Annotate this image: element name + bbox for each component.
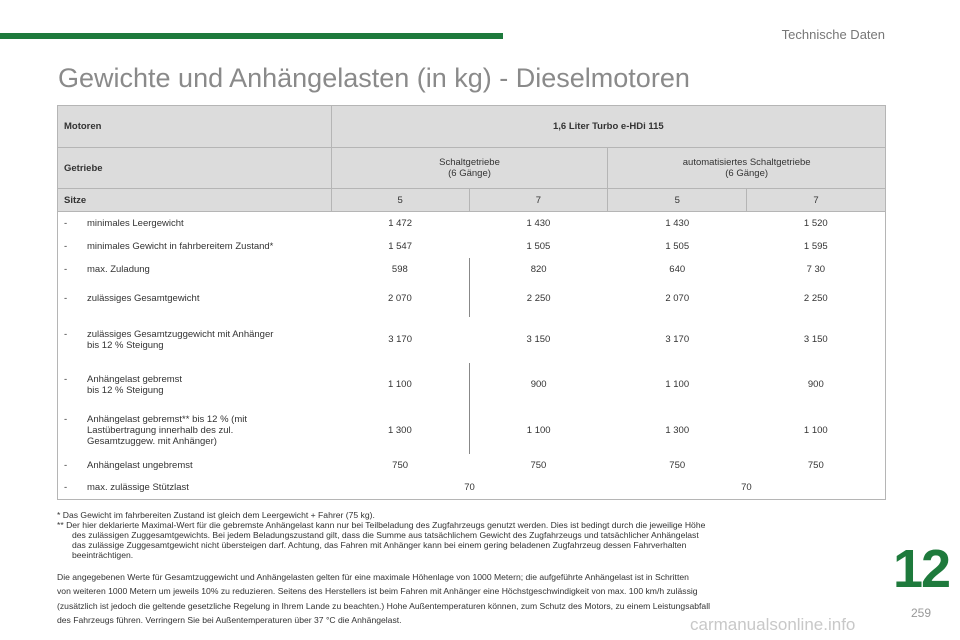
paragraph-line: von weiteren 1000 Metern um jeweils 10% … [57, 586, 698, 597]
cell: 1 100 [665, 379, 690, 390]
paragraph-line: des Fahrzeugs führen. Verringern Sie bei… [57, 614, 402, 625]
table-row: - zulässiges Gesamtgewicht 2 070 2 250 2 … [57, 280, 886, 317]
cell: 1 100 [468, 406, 608, 454]
cell: 2 070 [665, 293, 690, 304]
gearbox-manual-line2: (6 Gänge) [448, 168, 491, 179]
chapter-number: 12 [893, 539, 951, 599]
cell: 1 430 [526, 217, 551, 229]
header-accent-bar [0, 33, 503, 39]
cell: 750 [392, 459, 409, 471]
page-title: Gewichte und Anhängelasten (in kg) - Die… [58, 63, 690, 93]
footnote-2-cont: das zulässige Zuggesamtgewicht nicht übe… [72, 540, 687, 550]
watermark: carmanualsonline.info [690, 615, 856, 634]
cell: 820 [468, 257, 608, 281]
cell: 1 547 [388, 240, 412, 252]
seats-value: 7 [746, 188, 886, 212]
gearbox-manual-line1: Schaltgetriebe [439, 157, 500, 168]
cell: 2 070 [387, 293, 412, 304]
getriebe-label: Getriebe [57, 147, 332, 189]
cell: 3 170 [665, 334, 690, 345]
cell: 1 300 [665, 424, 690, 436]
table-row: - Anhängelast gebremst bis 12 % Steigung … [57, 362, 886, 407]
gearbox-manual: Schaltgetriebe (6 Gänge) [330, 147, 609, 189]
cell: 1 300 [387, 424, 412, 436]
cell: 1 100 [387, 379, 412, 390]
engine-name: 1,6 Liter Turbo e-HDi 115 [330, 105, 887, 148]
row-label: - Anhängelast gebremst bis 12 % Steigung [57, 362, 332, 407]
engine-row: Motoren 1,6 Liter Turbo e-HDi 115 [57, 105, 887, 148]
footnote-1: * Das Gewicht im fahrbereiten Zustand is… [57, 510, 375, 520]
cell: 70 [607, 476, 886, 500]
row-label: - minimales Leergewicht [57, 211, 332, 235]
cell: 640 [669, 263, 686, 275]
row-label: - Anhängelast ungebremst [57, 453, 332, 477]
table-row: - Anhängelast gebremst** bis 12 % (mit La… [57, 406, 886, 454]
section-title: Technische Daten [781, 27, 885, 42]
cell: 598 [391, 263, 408, 275]
info-paragraph: Die angegebenen Werte für Gesamtzuggewic… [57, 570, 887, 627]
row-label: - max. Zuladung [57, 257, 332, 281]
row-label: - Anhängelast gebremst** bis 12 % (mit La… [57, 406, 332, 454]
gearbox-automatic-line1: automatisiertes Schaltgetriebe [682, 157, 811, 168]
cell: 2 250 [746, 280, 886, 317]
cell: 1 472 [388, 217, 412, 229]
cell: 1 505 [665, 240, 690, 252]
table-row: - max. Zuladung 598 820 640 7 30 [57, 257, 886, 281]
cell: 3 170 [388, 334, 412, 345]
cell: 1 520 [746, 211, 886, 235]
footnotes: * Das Gewicht im fahrbereiten Zustand is… [57, 510, 887, 560]
table-row: - minimales Gewicht in fahrbereitem Zusta… [57, 234, 886, 258]
cell: 1 595 [746, 234, 886, 258]
table-row: - minimales Leergewicht 1 472 1 430 1 430… [57, 211, 886, 235]
row-label: - zulässiges Gesamtzuggewicht mit Anhänge… [57, 316, 332, 363]
paragraph-line: (zusätzlich ist jedoch die geltende gese… [57, 600, 711, 611]
motoren-label: Motoren [57, 105, 332, 148]
cell: 2 250 [468, 280, 608, 317]
table-row: - Anhängelast ungebremst 750 750 750 750 [57, 453, 886, 477]
paragraph-line: Die angegebenen Werte für Gesamtzuggewic… [57, 572, 689, 582]
gearbox-automatic-line2: (6 Gänge) [725, 168, 769, 179]
table-row: - max. zulässige Stützlast 70 70 [57, 476, 886, 500]
page-number: 259 [911, 606, 932, 620]
cell: 3 150 [746, 316, 886, 363]
row-label: - max. zulässige Stützlast [57, 476, 332, 500]
cell: 1 430 [665, 217, 690, 229]
cell: 70 [331, 476, 608, 500]
cell: 7 30 [746, 257, 886, 281]
weights-table: Motoren 1,6 Liter Turbo e-HDi 115 Getrie… [57, 105, 887, 500]
footnote-2-cont: des zulässigen Zuggesamtgewichts. Bei je… [72, 530, 699, 540]
cell: 1 505 [526, 240, 551, 252]
cell: 750 [530, 459, 547, 471]
seats-row: Sitze 5 7 5 7 [57, 188, 886, 212]
table-row: - zulässiges Gesamtzuggewicht mit Anhänge… [57, 316, 886, 363]
cell: 750 [669, 459, 686, 471]
seats-value: 7 [468, 188, 609, 212]
cell: 1 100 [746, 406, 886, 454]
cell: 3 150 [526, 334, 551, 345]
cell: 900 [746, 362, 886, 407]
sitze-label: Sitze [57, 188, 332, 212]
seats-value: 5 [330, 188, 470, 212]
gearbox-row: Getriebe Schaltgetriebe (6 Gänge) automa… [57, 147, 886, 189]
cell: 900 [468, 362, 608, 407]
seats-value: 5 [607, 188, 748, 212]
gearbox-automatic: automatisiertes Schaltgetriebe (6 Gänge) [607, 147, 886, 189]
footnote-2: ** Der hier deklarierte Maximal-Wert für… [57, 520, 706, 530]
footnote-2-cont: beeinträchtigen. [72, 550, 134, 560]
row-label: - minimales Gewicht in fahrbereitem Zusta… [57, 234, 332, 258]
cell: 750 [746, 453, 886, 477]
row-label: - zulässiges Gesamtgewicht [57, 280, 332, 317]
